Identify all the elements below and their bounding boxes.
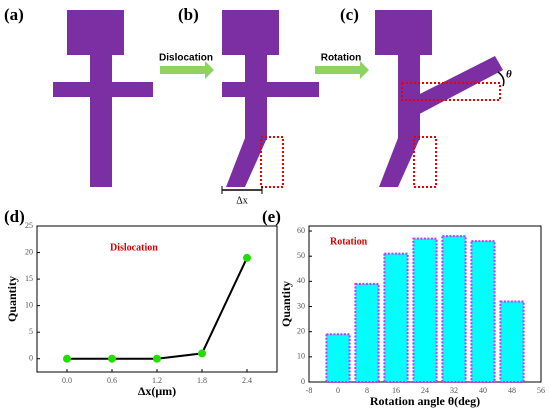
marker (63, 354, 71, 363)
y-tick-label: 30 (297, 301, 305, 310)
y-tick-label: 10 (25, 300, 33, 309)
y-tick-label: 20 (25, 247, 33, 256)
angle-arc (497, 71, 505, 87)
y-tick-label: 15 (25, 274, 33, 283)
marker (198, 349, 206, 358)
bar (383, 252, 409, 383)
x-tick-label: 40 (479, 386, 487, 395)
panel-label: (a) (4, 5, 24, 24)
x-tick-label: 1.8 (197, 376, 207, 385)
crossbar (53, 82, 153, 97)
arrow (160, 61, 214, 79)
bar (412, 237, 438, 383)
y-tick-label: 40 (297, 276, 305, 285)
dotted-box (413, 136, 437, 188)
x-tick-label: 0 (336, 386, 340, 395)
stem (398, 55, 420, 140)
x-tick-label: 2.4 (242, 376, 252, 385)
y-axis-label: Quantity (279, 281, 293, 327)
line (67, 257, 248, 360)
x-tick-label: 16 (392, 386, 400, 395)
leg (226, 138, 267, 187)
panel-label: (e) (262, 207, 281, 226)
x-tick-label: 56 (537, 386, 545, 395)
block (67, 10, 124, 55)
stem (90, 55, 112, 187)
marker (153, 354, 161, 363)
annotation: Rotation (330, 236, 368, 247)
crossbar (222, 82, 319, 97)
x-tick-label: 24 (421, 386, 429, 395)
x-tick-label: 32 (450, 386, 458, 395)
leg (379, 138, 420, 187)
panel-label: (b) (178, 5, 199, 24)
bar (441, 235, 467, 383)
x-axis-label: Rotation angle θ(deg) (370, 394, 480, 408)
x-tick-label: -8 (306, 386, 313, 395)
y-tick-label: 60 (297, 226, 305, 235)
arrow (315, 61, 369, 79)
x-axis-label: Δx(μm) (138, 384, 176, 398)
arrow-label: Dislocation (159, 53, 213, 64)
y-tick-label: 5 (29, 327, 33, 336)
crossbar (400, 56, 503, 120)
bar (470, 240, 496, 383)
dx-label: Δx (236, 195, 247, 206)
x-tick-label: 8 (365, 386, 369, 395)
x-tick-label: 0.0 (62, 376, 72, 385)
y-tick-label: 0 (301, 377, 305, 386)
y-tick-label: 25 (25, 221, 33, 230)
y-tick-label: 20 (297, 327, 305, 336)
dotted-box (401, 82, 501, 101)
x-tick-label: 48 (508, 386, 516, 395)
annotation: Dislocation (110, 242, 158, 253)
bar (499, 300, 525, 383)
block (222, 10, 279, 55)
bar (354, 282, 380, 384)
theta-label: θ (506, 69, 512, 81)
block (375, 10, 432, 55)
bar (325, 333, 351, 383)
stem (245, 55, 267, 140)
marker (243, 253, 251, 262)
y-tick-label: 0 (29, 354, 33, 363)
y-axis-label: Quantity (5, 276, 19, 322)
arrow-label: Rotation (321, 53, 362, 64)
dotted-box (260, 136, 284, 188)
y-tick-label: 50 (297, 251, 305, 260)
diagram-shapes (53, 10, 503, 187)
y-tick-label: 10 (297, 352, 305, 361)
marker (108, 354, 116, 363)
panel-label: (c) (340, 5, 359, 24)
panel-label: (d) (4, 207, 25, 226)
x-tick-label: 1.2 (152, 376, 162, 385)
x-tick-label: 0.6 (107, 376, 117, 385)
